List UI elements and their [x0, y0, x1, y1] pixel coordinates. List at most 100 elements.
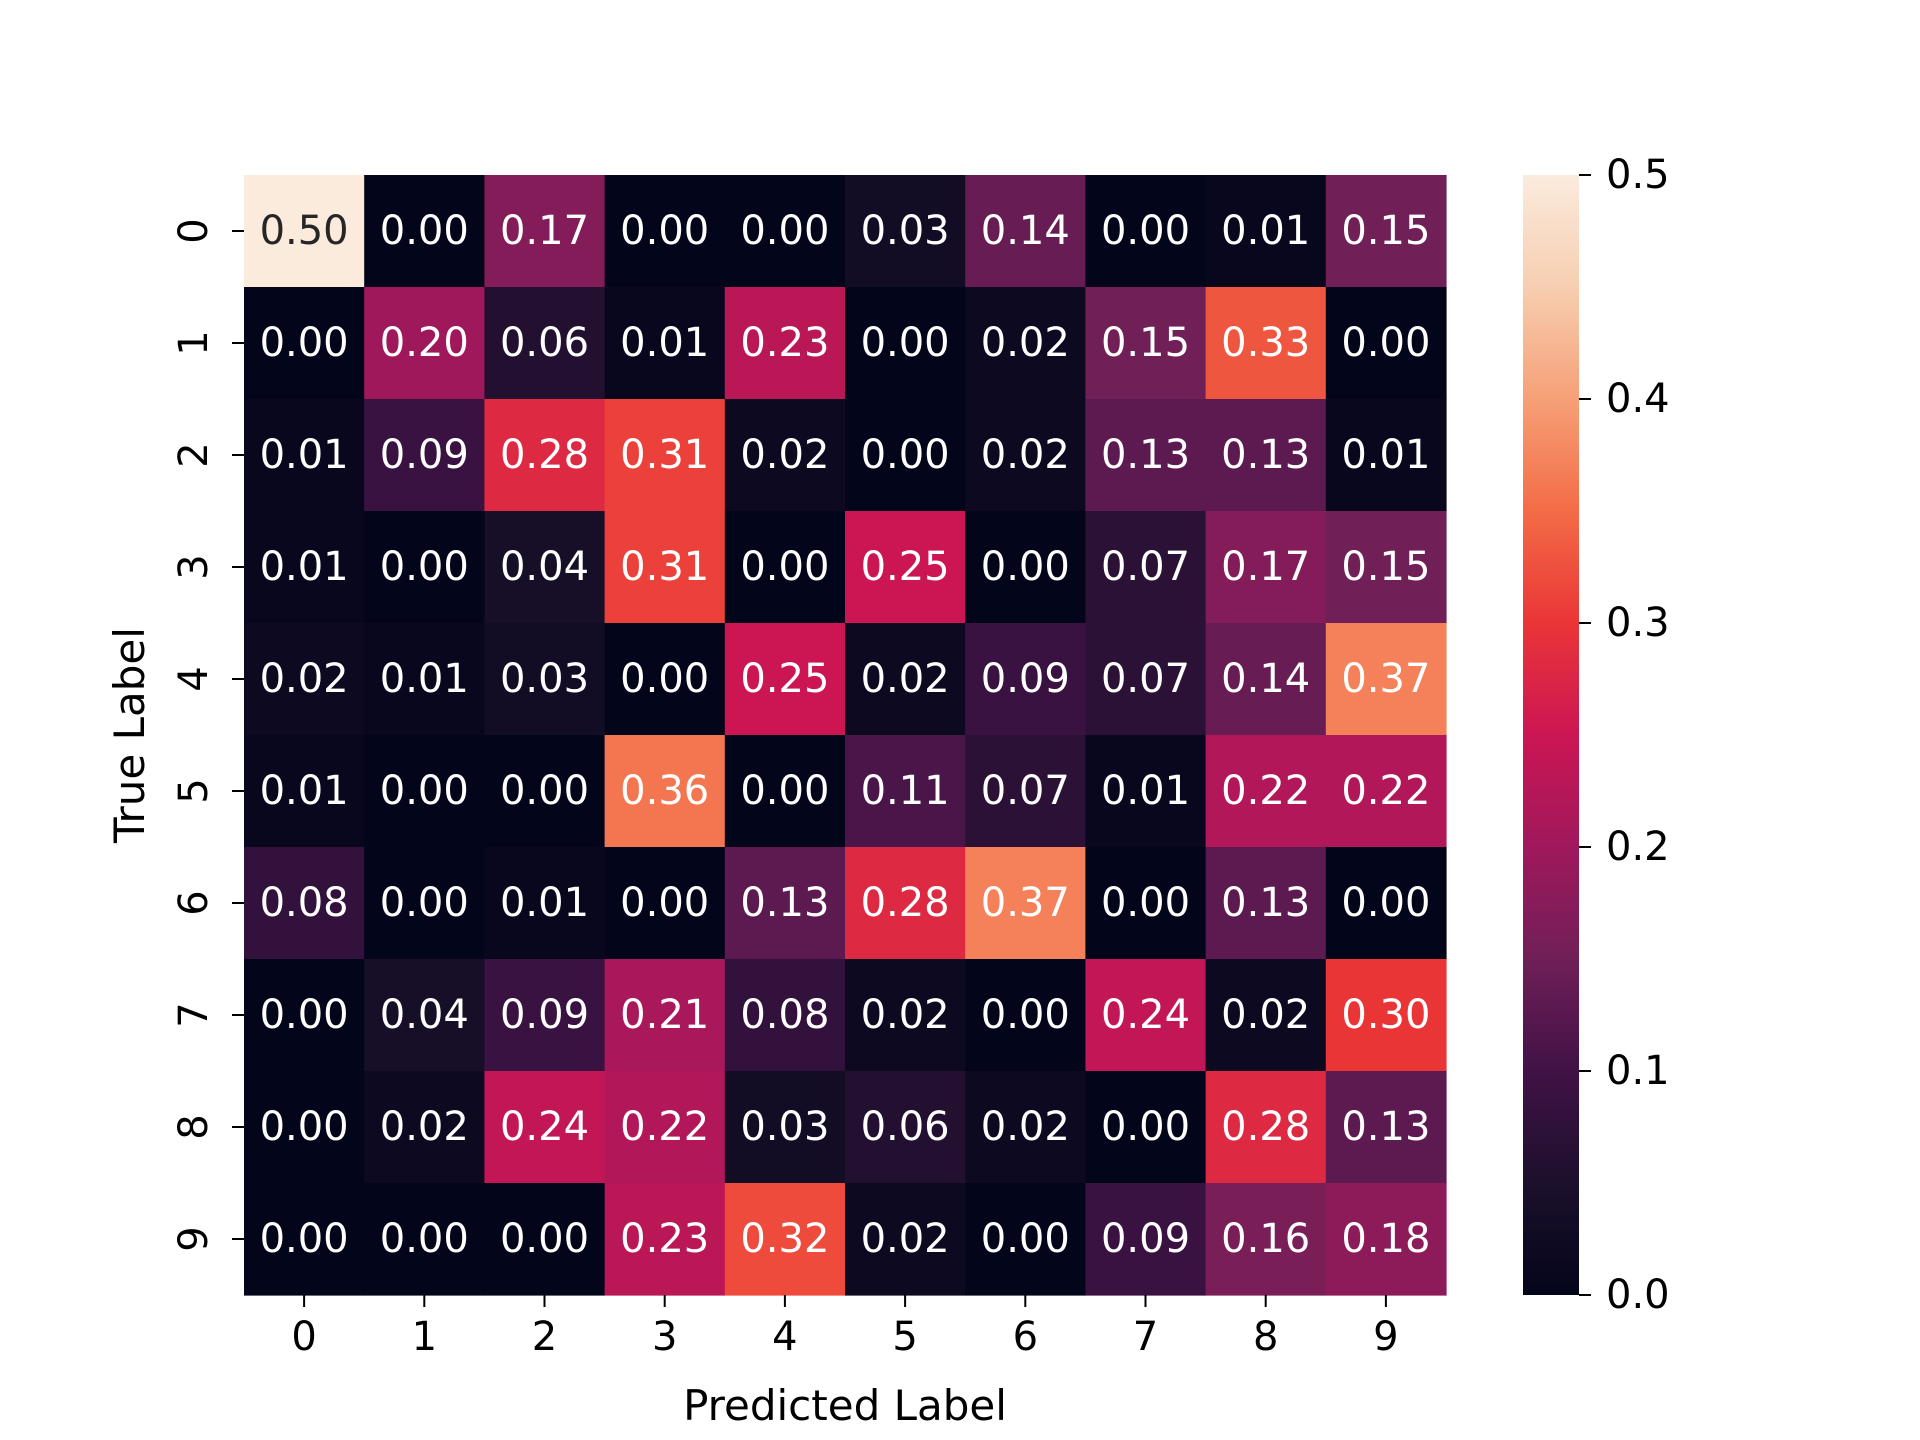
cell-value-0-5: 0.03 — [861, 208, 950, 254]
heatmap-cell-1-6 — [965, 287, 1086, 400]
y-tick-label-4: 4 — [171, 666, 217, 691]
x-tick-label-3: 3 — [652, 1314, 677, 1360]
heatmap-cell-5-7 — [1085, 735, 1207, 848]
cell-value-1-0: 0.00 — [260, 320, 349, 366]
cell-value-6-2: 0.01 — [500, 880, 589, 926]
heatmap-cell-6-5 — [845, 847, 966, 960]
cell-value-2-5: 0.00 — [861, 432, 950, 478]
cell-value-3-5: 0.25 — [861, 544, 950, 590]
heatmap-cell-7-9 — [1325, 959, 1447, 1072]
cell-value-2-7: 0.13 — [1101, 432, 1190, 478]
heatmap-cell-5-6 — [965, 735, 1086, 848]
cell-value-8-7: 0.00 — [1101, 1104, 1190, 1150]
heatmap-cell-9-8 — [1205, 1183, 1327, 1296]
cell-value-7-0: 0.00 — [260, 992, 349, 1038]
cell-value-8-4: 0.03 — [740, 1104, 829, 1150]
cell-value-6-5: 0.28 — [861, 880, 950, 926]
cell-value-6-3: 0.00 — [620, 880, 709, 926]
cell-value-0-1: 0.00 — [380, 208, 469, 254]
cell-value-1-7: 0.15 — [1101, 320, 1190, 366]
heatmap-cell-3-6 — [965, 511, 1086, 624]
heatmap-cell-0-0 — [244, 175, 365, 288]
heatmap-cell-4-4 — [724, 623, 846, 736]
cell-value-2-1: 0.09 — [380, 432, 469, 478]
cell-value-7-7: 0.24 — [1101, 992, 1190, 1038]
heatmap-cell-3-7 — [1085, 511, 1207, 624]
y-axis-label: True Label — [105, 627, 154, 844]
heatmap-cell-3-4 — [724, 511, 846, 624]
cell-value-1-5: 0.00 — [861, 320, 950, 366]
cell-value-6-8: 0.13 — [1221, 880, 1310, 926]
heatmap-cell-4-1 — [364, 623, 485, 736]
heatmap-cell-2-0 — [244, 399, 365, 512]
cell-value-3-3: 0.31 — [620, 544, 709, 590]
x-axis-label: Predicted Label — [683, 1381, 1007, 1430]
heatmap-cell-5-1 — [364, 735, 485, 848]
cell-value-7-3: 0.21 — [620, 992, 709, 1038]
heatmap-cell-8-8 — [1205, 1071, 1327, 1184]
heatmap-cell-8-7 — [1085, 1071, 1207, 1184]
cell-value-7-6: 0.00 — [981, 992, 1070, 1038]
cell-value-0-0: 0.50 — [260, 208, 349, 254]
cell-value-0-9: 0.15 — [1341, 208, 1430, 254]
heatmap-cell-2-4 — [724, 399, 846, 512]
cell-value-2-0: 0.01 — [260, 432, 349, 478]
heatmap-cell-7-2 — [484, 959, 606, 1072]
heatmap-cell-9-7 — [1085, 1183, 1207, 1296]
x-tick-label-1: 1 — [412, 1314, 437, 1360]
y-tick-label-3: 3 — [171, 554, 217, 579]
x-tick-label-8: 8 — [1253, 1314, 1278, 1360]
heatmap-cells — [244, 175, 1447, 1296]
cell-value-1-4: 0.23 — [740, 320, 829, 366]
y-axis: 0 1 2 3 4 5 6 7 8 9 — [171, 218, 244, 1252]
cell-value-0-4: 0.00 — [740, 208, 829, 254]
cell-value-5-0: 0.01 — [260, 768, 349, 814]
cell-value-1-2: 0.06 — [500, 320, 589, 366]
heatmap-cell-3-1 — [364, 511, 485, 624]
cell-value-9-2: 0.00 — [500, 1216, 589, 1262]
heatmap-cell-7-7 — [1085, 959, 1207, 1072]
heatmap-cell-3-5 — [845, 511, 966, 624]
y-tick-label-1: 1 — [171, 330, 217, 355]
heatmap-cell-1-8 — [1205, 287, 1327, 400]
cell-value-8-3: 0.22 — [620, 1104, 709, 1150]
cell-value-5-1: 0.00 — [380, 768, 469, 814]
heatmap-cell-6-3 — [604, 847, 726, 960]
heatmap-cell-1-3 — [604, 287, 726, 400]
heatmap-cell-3-3 — [604, 511, 726, 624]
y-tick-label-8: 8 — [171, 1114, 217, 1139]
heatmap-cell-5-5 — [845, 735, 966, 848]
cell-value-6-6: 0.37 — [981, 880, 1070, 926]
heatmap-cell-9-4 — [724, 1183, 846, 1296]
heatmap-cell-4-6 — [965, 623, 1086, 736]
cell-value-6-4: 0.13 — [740, 880, 829, 926]
cell-value-5-9: 0.22 — [1341, 768, 1430, 814]
cell-value-2-3: 0.31 — [620, 432, 709, 478]
cell-value-7-9: 0.30 — [1341, 992, 1430, 1038]
cell-value-3-7: 0.07 — [1101, 544, 1190, 590]
cell-value-0-3: 0.00 — [620, 208, 709, 254]
y-tick-label-0: 0 — [171, 218, 217, 243]
x-tick-label-7: 7 — [1133, 1314, 1158, 1360]
heatmap-cell-8-4 — [724, 1071, 846, 1184]
heatmap-cell-6-8 — [1205, 847, 1327, 960]
heatmap-cell-5-4 — [724, 735, 846, 848]
heatmap-cell-7-5 — [845, 959, 966, 1072]
cell-value-1-6: 0.02 — [981, 320, 1070, 366]
heatmap-cell-0-8 — [1205, 175, 1327, 288]
cell-value-6-7: 0.00 — [1101, 880, 1190, 926]
heatmap-cell-0-5 — [845, 175, 966, 288]
colorbar: 0.0 0.1 0.2 0.3 0.4 0.5 — [1523, 152, 1670, 1318]
x-axis: 0 1 2 3 4 5 6 7 8 9 — [291, 1295, 1399, 1360]
heatmap-cell-2-2 — [484, 399, 606, 512]
heatmap-cell-5-9 — [1325, 735, 1447, 848]
cell-value-3-4: 0.00 — [740, 544, 829, 590]
cell-value-1-9: 0.00 — [1341, 320, 1430, 366]
cell-value-5-7: 0.01 — [1101, 768, 1190, 814]
heatmap-cell-2-9 — [1325, 399, 1447, 512]
cell-value-4-2: 0.03 — [500, 656, 589, 702]
heatmap-cell-6-6 — [965, 847, 1086, 960]
cell-value-1-8: 0.33 — [1221, 320, 1310, 366]
